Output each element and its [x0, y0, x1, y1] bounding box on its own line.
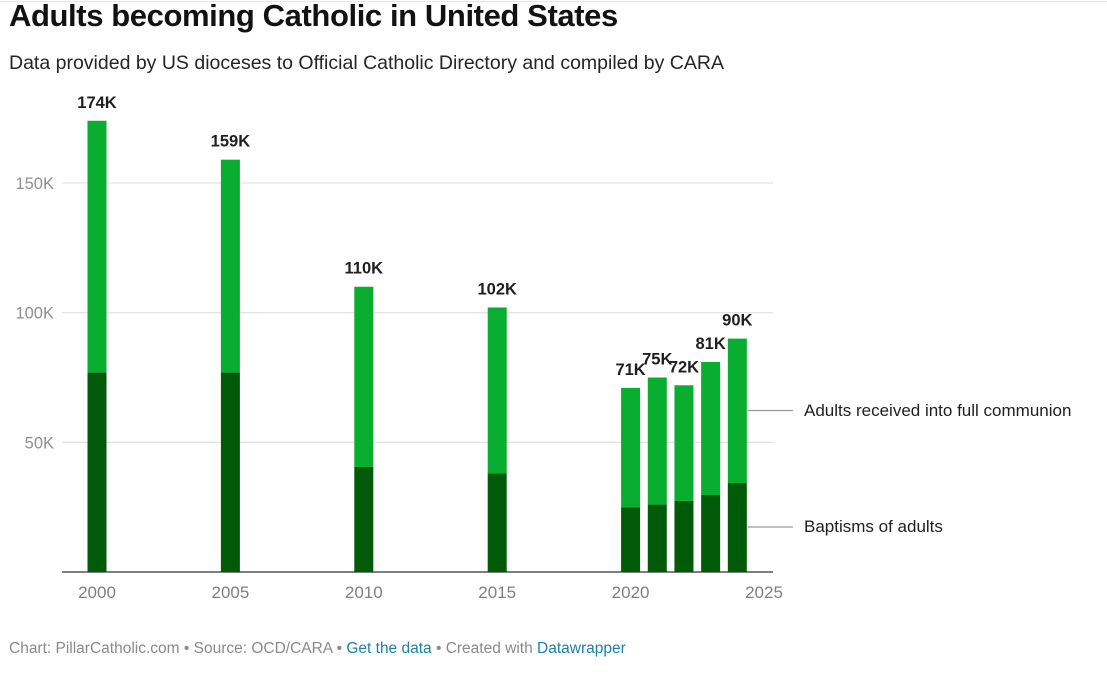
bar-baptisms-2005: [220, 372, 240, 572]
footer-separator: •: [431, 640, 446, 657]
x-tick-label: 2015: [478, 583, 516, 602]
bar-baptisms-2022: [674, 500, 694, 572]
get-the-data-link[interactable]: Get the data: [346, 640, 432, 657]
bar-full-communion-2015: [487, 307, 507, 474]
bar-total-label-2005: 159K: [211, 133, 251, 151]
chart-footer: Chart: PillarCatholic.com • Source: OCD/…: [9, 640, 626, 658]
bar-total-label-2000: 174K: [77, 94, 117, 112]
source-credit: Source: OCD/CARA: [193, 640, 333, 657]
bar-full-communion-2022: [674, 385, 694, 501]
y-tick-label: 150K: [15, 175, 54, 193]
chart-title: Adults becoming Catholic in United State…: [9, 0, 618, 33]
x-tick-label: 2000: [78, 583, 116, 602]
bar-total-label-2010: 110K: [345, 260, 384, 278]
top-border: [0, 1, 1107, 2]
x-tick-label: 2005: [211, 583, 249, 602]
bar-baptisms-2024: [727, 483, 747, 572]
bar-full-communion-2005: [220, 159, 240, 373]
x-tick-label: 2020: [612, 583, 650, 602]
bar-total-label-2022: 72K: [669, 358, 699, 376]
bar-full-communion-2023: [701, 361, 721, 495]
x-tick-label: 2025: [745, 583, 783, 602]
bar-total-label-2023: 81K: [695, 335, 725, 353]
bar-full-communion-2000: [87, 120, 107, 373]
bar-total-label-2021: 75K: [642, 351, 672, 369]
bar-full-communion-2021: [647, 377, 667, 505]
bar-total-label-2024: 90K: [722, 312, 752, 330]
bar-baptisms-2021: [647, 504, 667, 572]
bar-baptisms-2020: [621, 507, 641, 572]
footer-separator: •: [332, 640, 347, 657]
bar-baptisms-2010: [354, 466, 374, 572]
bar-baptisms-2015: [487, 473, 507, 572]
bar-full-communion-2024: [727, 338, 747, 484]
datawrapper-link[interactable]: Datawrapper: [537, 640, 626, 657]
y-tick-label: 100K: [15, 305, 54, 323]
chart-subtitle: Data provided by US dioceses to Official…: [9, 52, 724, 74]
chart-credit: Chart: PillarCatholic.com: [9, 640, 180, 657]
bar-baptisms-2023: [701, 494, 721, 572]
bar-total-label-2015: 102K: [477, 280, 517, 298]
bar-full-communion-2020: [621, 387, 641, 508]
bar-full-communion-2010: [354, 286, 374, 467]
created-with-text: Created with: [445, 640, 533, 657]
legend-label-baptisms: Baptisms of adults: [804, 517, 943, 536]
legend-label-full-communion: Adults received into full communion: [804, 401, 1071, 420]
bar-baptisms-2000: [87, 372, 107, 572]
bar-total-label-2020: 71K: [615, 361, 645, 379]
x-tick-label: 2010: [345, 583, 383, 602]
y-tick-label: 50K: [25, 434, 54, 452]
footer-separator: •: [179, 640, 194, 657]
